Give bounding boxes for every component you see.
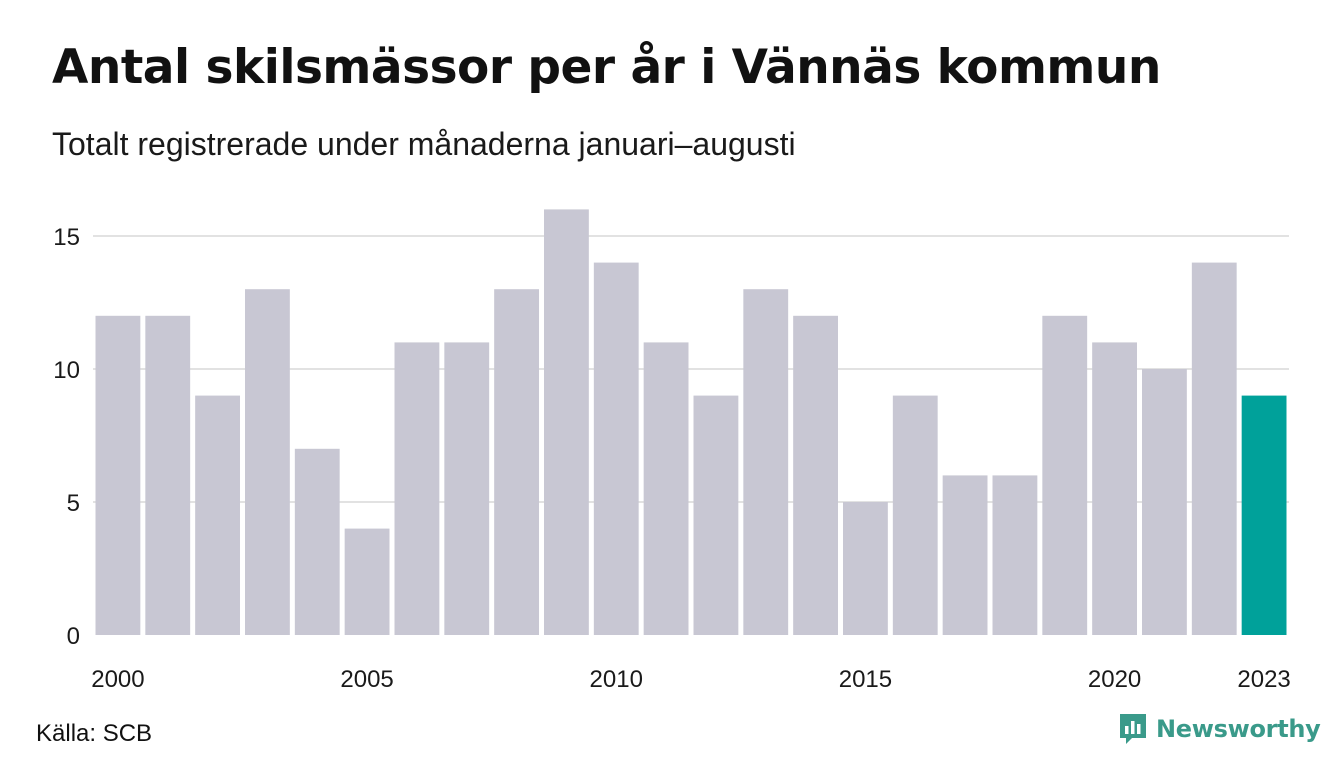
- bar: [992, 475, 1038, 635]
- x-tick-label: 2005: [340, 666, 393, 693]
- bar: [643, 342, 689, 635]
- x-tick-label: 2020: [1088, 666, 1141, 693]
- x-tick-label: 2015: [839, 666, 892, 693]
- chart-subtitle: Totalt registrerade under månaderna janu…: [52, 126, 796, 162]
- x-tick-label: 2023: [1237, 666, 1290, 693]
- bar: [1042, 315, 1088, 635]
- y-tick-label: 10: [53, 357, 80, 384]
- bar: [693, 395, 739, 635]
- bar: [1241, 395, 1287, 635]
- bar: [843, 502, 888, 635]
- bar: [942, 475, 988, 635]
- x-tick-label: 2000: [91, 666, 144, 693]
- bar: [1092, 342, 1137, 635]
- bar: [145, 315, 191, 635]
- bar: [793, 315, 838, 635]
- bar: [294, 448, 340, 635]
- chart-title: Antal skilsmässor per år i Vännäs kommun: [52, 40, 1161, 95]
- y-tick-label: 5: [67, 490, 80, 517]
- bar: [1142, 369, 1187, 635]
- x-tick-label: 2010: [590, 666, 643, 693]
- bar: [743, 289, 789, 635]
- bar: [444, 342, 490, 635]
- y-tick-label: 0: [67, 623, 80, 650]
- bar: [1191, 262, 1237, 635]
- brand-name: Newsworthy: [1156, 715, 1321, 743]
- bar: [344, 528, 390, 635]
- bar: [95, 315, 141, 635]
- y-tick-label: 15: [53, 224, 80, 251]
- bar: [593, 262, 639, 635]
- bar: [892, 395, 938, 635]
- bar: [494, 289, 539, 635]
- source-note: Källa: SCB: [36, 720, 153, 747]
- bar: [544, 209, 589, 635]
- brand-logo[interactable]: Newsworthy: [1118, 712, 1321, 746]
- bar: [245, 289, 290, 635]
- bar: [394, 342, 440, 635]
- newsworthy-logo-icon: [1120, 714, 1146, 744]
- bar: [195, 395, 240, 635]
